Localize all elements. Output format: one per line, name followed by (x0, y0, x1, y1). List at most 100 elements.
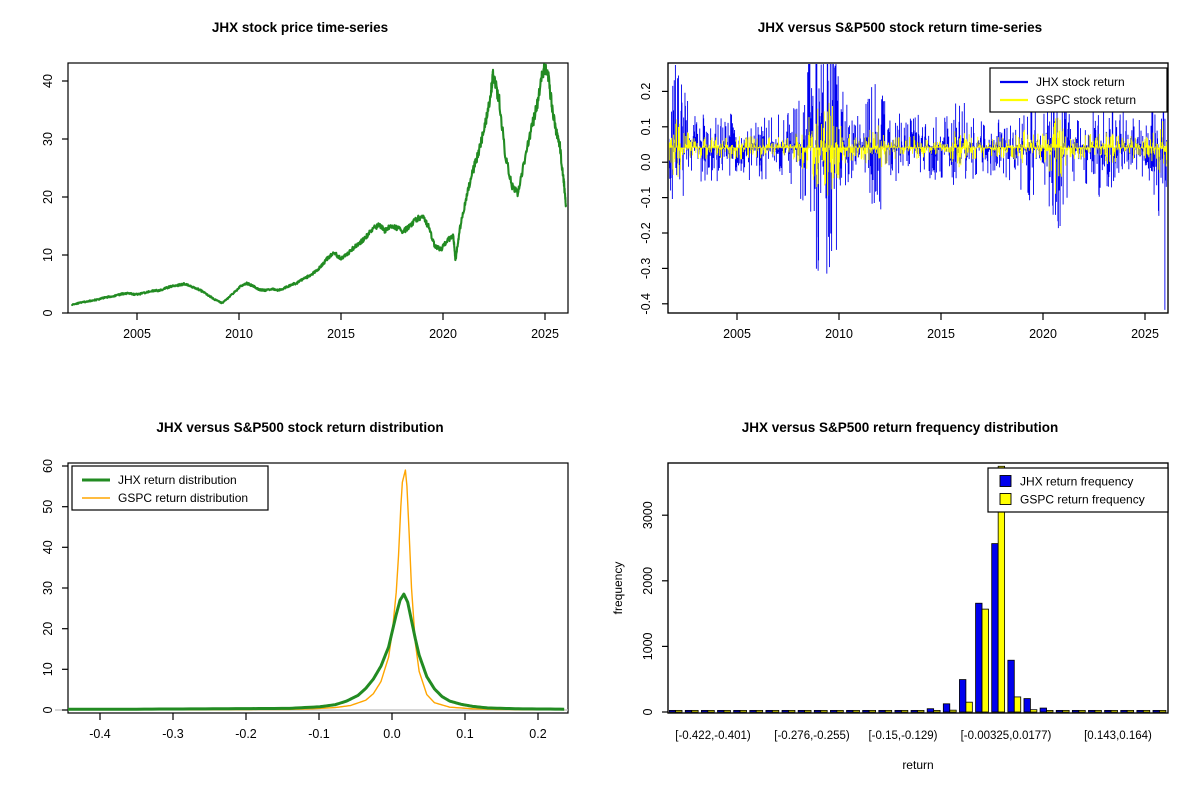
density-curve-jhx (68, 592, 565, 711)
histogram-bar (739, 709, 747, 713)
histogram-bar (691, 709, 699, 713)
histogram-ylabel: frequency (611, 562, 625, 615)
histogram-bar (1078, 709, 1086, 713)
density-legend-label-gspc: GSPC return distribution (118, 491, 248, 505)
histogram-ytick-2000: 2000 (641, 567, 655, 595)
returns-plot-svg: -0.4 -0.3 -0.2 -0.1 0.0 0.1 0.2 2005 201… (639, 62, 1169, 341)
histogram-bar (900, 709, 909, 713)
returns-ytick--0.1: -0.1 (639, 187, 653, 209)
histogram-bar (749, 709, 757, 713)
price-ytick-0: 0 (41, 309, 55, 316)
histogram-bar (991, 543, 999, 713)
histogram-bar (959, 679, 967, 713)
returns-ytick--0.3: -0.3 (639, 258, 653, 280)
price-x-axis: 2005 2010 2015 2020 2025 (123, 313, 559, 341)
histogram-bar (981, 608, 989, 713)
returns-ytick--0.2: -0.2 (639, 222, 653, 244)
density-xtick--0.4: -0.4 (89, 727, 111, 741)
histogram-legend-label-gspc: GSPC return frequency (1020, 493, 1145, 507)
histogram-x-axis: [-0.422,-0.401) [-0.276,-0.255) [-0.15,-… (675, 730, 1152, 772)
density-xtick-0.1: 0.1 (456, 727, 473, 741)
histogram-bar (1104, 709, 1112, 713)
histogram-bar (1062, 709, 1070, 713)
histogram-binlabel-4: [0.143,0.164) (1084, 730, 1152, 742)
density-ytick-40: 40 (41, 540, 55, 554)
panel-return-frequency: JHX versus S&P500 return frequency distr… (600, 400, 1200, 800)
density-xtick--0.2: -0.2 (235, 727, 257, 741)
histogram-bar (1030, 709, 1038, 713)
histogram-ytick-0: 0 (641, 708, 655, 715)
histogram-binlabel-3: [-0.00325,0.0177) (961, 730, 1052, 742)
price-ytick-30: 30 (41, 132, 55, 146)
histogram-ytick-1000: 1000 (641, 632, 655, 660)
histogram-bar (765, 709, 773, 713)
histogram-bar (797, 709, 806, 713)
returns-legend-label-jhx: JHX stock return (1036, 75, 1125, 89)
returns-ytick--0.4: -0.4 (639, 293, 653, 315)
histogram-bar (975, 602, 983, 713)
density-legend-label-jhx: JHX return distribution (118, 473, 237, 487)
histogram-bar (771, 709, 780, 713)
histogram-bar (852, 709, 860, 713)
histogram-bar (1055, 709, 1064, 713)
returns-ytick-0.0: 0.0 (639, 153, 653, 170)
price-xtick-2015: 2015 (327, 327, 355, 341)
histogram-bars-group (669, 465, 1167, 713)
histogram-panel-title: JHX versus S&P500 return frequency distr… (741, 420, 1059, 435)
returns-plot-region: -0.4 -0.3 -0.2 -0.1 0.0 0.1 0.2 2005 201… (639, 62, 1169, 341)
histogram-plot-svg: 0 1000 2000 3000 frequency [-0.422,-0.40… (611, 462, 1169, 772)
returns-ytick-0.2: 0.2 (639, 83, 653, 100)
histogram-bar (1120, 709, 1128, 713)
returns-series-jhx (669, 64, 1167, 310)
returns-x-axis: 2005 2010 2015 2020 2025 (723, 313, 1159, 341)
histogram-binlabel-1: [-0.276,-0.255) (774, 730, 850, 742)
density-ytick-0: 0 (41, 706, 55, 713)
returns-legend-label-gspc: GSPC stock return (1036, 93, 1136, 107)
histogram-xlabel: return (902, 758, 933, 772)
density-legend-box (71, 465, 269, 511)
histogram-legend[interactable]: JHX return frequency GSPC return frequen… (987, 467, 1169, 513)
returns-legend[interactable]: JHX stock return GSPC stock return (989, 67, 1168, 113)
density-plot-svg: 0 10 20 30 40 50 60 -0.4 (41, 459, 569, 741)
histogram-bar (813, 709, 822, 713)
density-panel-title: JHX versus S&P500 stock return distribut… (156, 420, 444, 435)
panel-return-density: JHX versus S&P500 stock return distribut… (0, 400, 600, 800)
price-xtick-2010: 2010 (225, 327, 253, 341)
histogram-bar (836, 709, 844, 713)
price-panel-title: JHX stock price time-series (211, 20, 389, 35)
histogram-bar (669, 709, 676, 713)
density-curve-gspc (68, 469, 565, 711)
histogram-bar (1094, 709, 1102, 713)
histogram-plot-region: 0 1000 2000 3000 frequency [-0.422,-0.40… (611, 462, 1169, 772)
histogram-bar (949, 709, 957, 713)
histogram-bar (926, 708, 935, 713)
price-xtick-2020: 2020 (429, 327, 457, 341)
density-ytick-30: 30 (41, 581, 55, 595)
histogram-bar (878, 709, 886, 713)
histogram-bar (1039, 707, 1047, 713)
histogram-legend-swatch-gspc (999, 493, 1012, 505)
price-plot-box (67, 62, 569, 314)
histogram-bar (1159, 709, 1167, 713)
density-ytick-20: 20 (41, 622, 55, 636)
histogram-bar (1136, 709, 1144, 713)
histogram-bar (700, 709, 709, 713)
density-xtick-0.2: 0.2 (529, 727, 546, 741)
density-ytick-10: 10 (41, 662, 55, 676)
histogram-legend-label-jhx: JHX return frequency (1020, 475, 1133, 489)
histogram-bar (1142, 709, 1151, 713)
histogram-bar (1088, 709, 1096, 713)
density-y-axis: 0 10 20 30 40 50 60 (41, 459, 68, 713)
returns-ytick-0.1: 0.1 (639, 118, 653, 135)
histogram-bar (1046, 709, 1054, 713)
density-plot-region: 0 10 20 30 40 50 60 -0.4 (41, 459, 569, 741)
histogram-bar (942, 703, 951, 713)
density-legend[interactable]: JHX return distribution GSPC return dist… (71, 465, 269, 511)
price-xtick-2005: 2005 (123, 327, 151, 341)
histogram-bar (717, 709, 725, 713)
returns-series-group (669, 64, 1167, 310)
histogram-bar (804, 709, 812, 713)
histogram-bar (884, 709, 893, 713)
histogram-bar (733, 709, 741, 713)
price-xtick-2025: 2025 (531, 327, 559, 341)
